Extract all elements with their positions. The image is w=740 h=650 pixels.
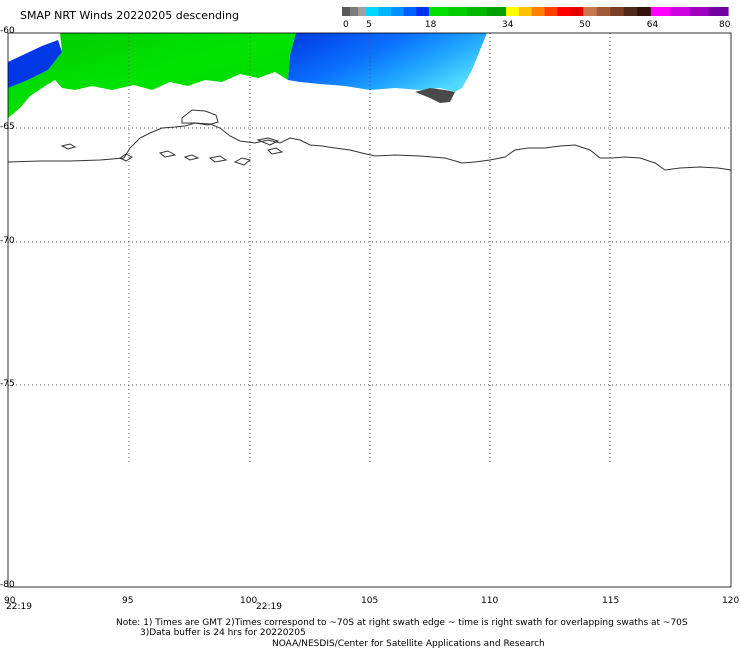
colorbar-swatch (689, 7, 710, 16)
wind-swath-green (8, 33, 296, 118)
colorbar-swatch (557, 7, 571, 16)
colorbar-tick-label: 34 (502, 20, 514, 30)
lat-label-75: -75 (0, 379, 15, 389)
lon-label-90: 90 (4, 596, 16, 606)
plot-border (7, 32, 732, 588)
colorbar-swatch (708, 7, 729, 16)
lon-label-105: 105 (361, 596, 379, 606)
colorbar-swatch (350, 7, 359, 16)
lon-label-115: 115 (602, 596, 620, 606)
colorbar-swatch (448, 7, 469, 16)
lat-label-65: -65 (0, 122, 15, 132)
lon-label-95: 95 (122, 596, 134, 606)
colorbar-swatch (366, 7, 380, 16)
colorbar-tick-label: 5 (366, 20, 372, 30)
graticule (8, 33, 731, 465)
colorbar-tick-label: 18 (424, 20, 437, 30)
colorbar-swatch (637, 7, 652, 16)
colorbar-swatch (378, 7, 392, 16)
colorbar-swatch (570, 7, 584, 16)
figure-title: SMAP NRT Winds 20220205 descending (20, 9, 240, 22)
colorbar-swatch (544, 7, 559, 16)
lon-label-120: 120 (722, 596, 740, 606)
colorbar-swatch (610, 7, 625, 16)
colorbar-tick-label: 50 (579, 20, 591, 30)
colorbar-tick-label: 80 (719, 20, 731, 30)
lat-label-80: -80 (0, 580, 15, 590)
colorbar-tick-label: 0 (343, 20, 349, 30)
antarctic-coastline (7, 109, 732, 171)
colorbar-swatch (596, 7, 611, 16)
footer-note-line2: 3)Data buffer is 24 hrs for 20220205 (140, 628, 306, 638)
colorbar-swatch (486, 7, 507, 16)
colorbar-swatch (342, 7, 351, 16)
colorbar-swatch (506, 7, 520, 16)
colorbar (342, 7, 729, 16)
wind-swath-blue-left (8, 40, 62, 88)
lat-label-70: -70 (0, 236, 15, 246)
colorbar-swatch (518, 7, 533, 16)
colorbar-swatch (583, 7, 598, 16)
footer-note-line1: Note: 1) Times are GMT 2)Times correspon… (116, 618, 688, 628)
colorbar-swatch (391, 7, 405, 16)
lon-label-110: 110 (481, 596, 499, 606)
wind-swath-blue-right (288, 33, 487, 92)
colorbar-swatch (623, 7, 638, 16)
colorbar-swatch (650, 7, 671, 16)
colorbar-swatch (416, 7, 430, 16)
swath-time-left: 22:19 (6, 602, 32, 612)
colorbar-swatch (403, 7, 417, 16)
colorbar-swatch (467, 7, 488, 16)
footer-credit: NOAA/NESDIS/Center for Satellite Applica… (272, 639, 545, 649)
colorbar-swatch (531, 7, 546, 16)
swath-time-middle: 22:19 (256, 602, 282, 612)
colorbar-swatch (358, 7, 367, 16)
colorbar-swatch (670, 7, 690, 16)
wind-swath-calm (415, 88, 455, 103)
colorbar-tick-label: 64 (646, 20, 659, 30)
lat-label-60: -60 (0, 26, 15, 36)
lon-label-100: 100 (240, 596, 258, 606)
colorbar-swatch (428, 7, 449, 16)
